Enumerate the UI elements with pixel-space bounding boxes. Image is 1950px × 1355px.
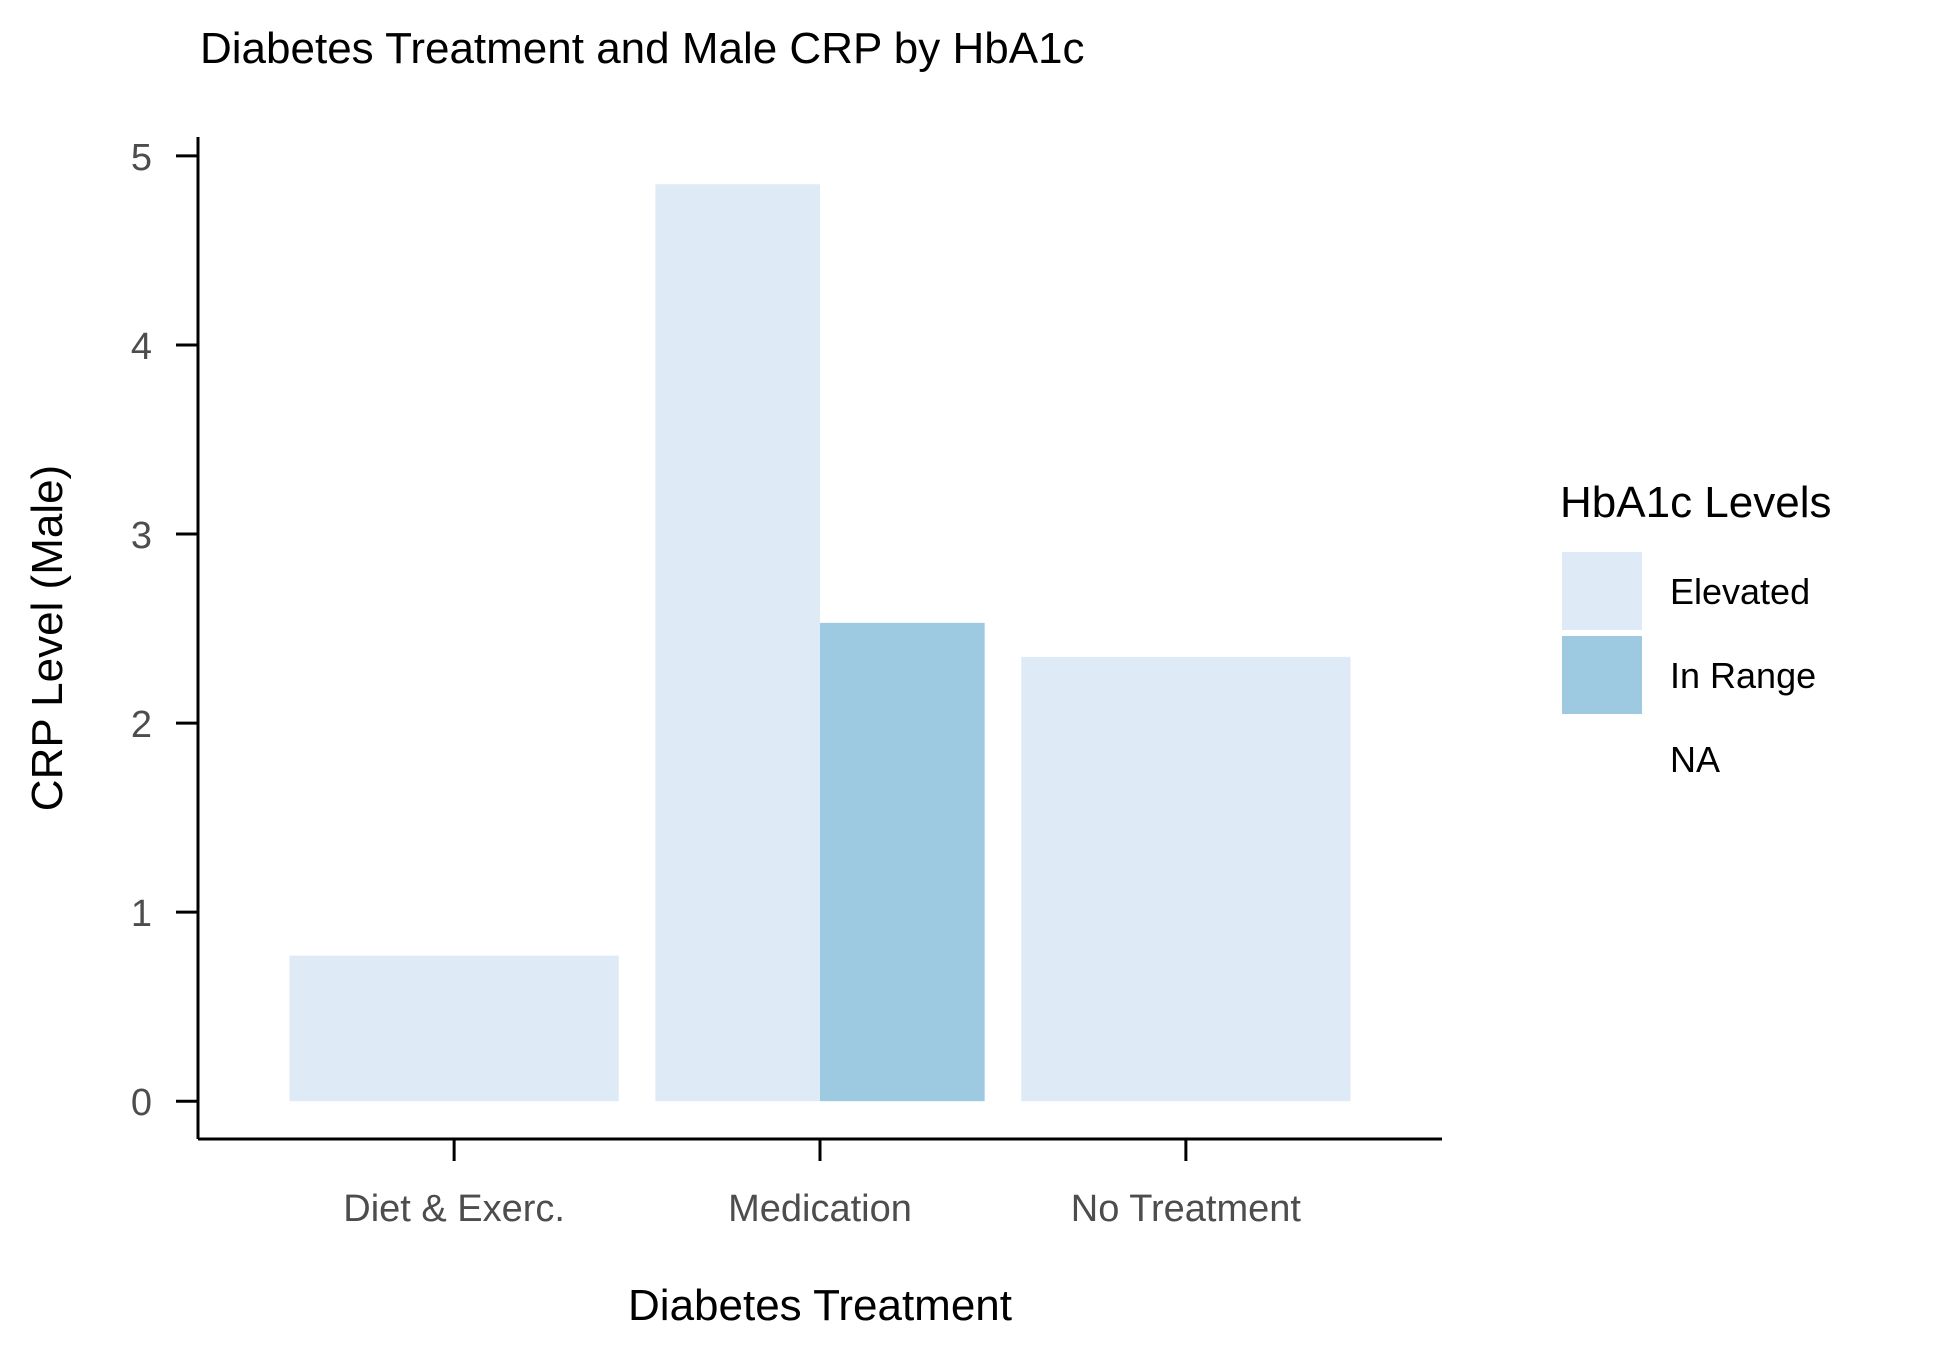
y-tick-label: 0: [131, 1082, 152, 1124]
bar-elevated: [1021, 656, 1351, 1102]
x-tick-label: Medication: [728, 1188, 912, 1230]
legend-swatch: [1562, 720, 1642, 798]
bar-in-range: [820, 622, 985, 1102]
legend-swatch: [1562, 636, 1642, 714]
legend-swatch: [1562, 552, 1642, 630]
x-axis-label: Diabetes Treatment: [628, 1281, 1012, 1330]
legend-label: Elevated: [1670, 571, 1810, 612]
x-tick-label: No Treatment: [1071, 1188, 1302, 1230]
legend: HbA1c Levels Elevated In Range NA: [1560, 478, 1831, 798]
legend-label: In Range: [1670, 655, 1816, 696]
y-tick-label: 3: [131, 515, 152, 557]
y-tick-label: 5: [131, 137, 152, 179]
x-tick-label: Diet & Exerc.: [343, 1188, 565, 1230]
y-tick-label: 4: [131, 326, 152, 368]
legend-title: HbA1c Levels: [1560, 478, 1831, 527]
chart-title: Diabetes Treatment and Male CRP by HbA1c: [200, 24, 1085, 73]
bar-elevated: [655, 184, 820, 1102]
y-axis-ticks: 0 1 2 3 4 5: [131, 137, 198, 1124]
legend-label: NA: [1670, 739, 1720, 780]
plot-area: [289, 184, 1351, 1102]
y-axis-label: CRP Level (Male): [23, 465, 72, 811]
y-tick-label: 2: [131, 704, 152, 746]
y-tick-label: 1: [131, 893, 152, 935]
legend-entries: Elevated In Range NA: [1562, 552, 1816, 798]
x-axis-ticks: Diet & Exerc. Medication No Treatment: [343, 1139, 1301, 1230]
bar-elevated: [289, 955, 619, 1102]
